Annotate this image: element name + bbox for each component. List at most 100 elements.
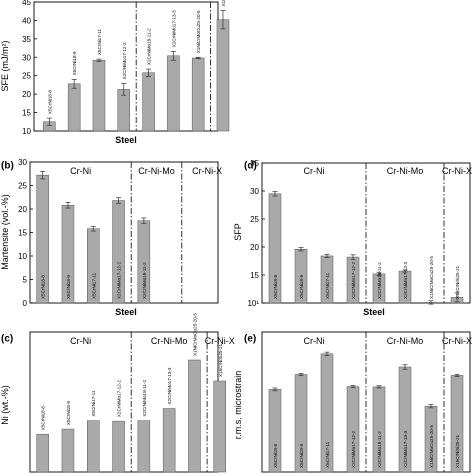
chart-panel-b: 0 5 10 15 20 25 30 Cr-Ni Cr-Ni-Mo Cr-Ni-X X5CrNi18… (0, 158, 222, 317)
category-label: X5CrNi18-8 (41, 406, 46, 430)
category-label: X2CrNiMo17-13-3 (403, 431, 408, 468)
category-label: X1NiCrMoCu25-20-5 (192, 313, 197, 356)
y-tick-label: 35 (250, 159, 259, 168)
panel-label: (b) (1, 160, 14, 171)
group-label: Cr-Ni (70, 166, 91, 176)
category-label: X2CrNiMo17-12-2 (117, 380, 122, 417)
category-label: X5CrNi18-9 (72, 51, 77, 75)
bar (191, 57, 205, 132)
bar (167, 55, 180, 132)
bar (162, 408, 176, 473)
bar (188, 359, 201, 473)
category-label: X5CrNi17-11 (91, 390, 96, 417)
category-label: X5CrNi18-8 (273, 444, 278, 468)
y-tick-label: 10 (22, 127, 31, 136)
bar (61, 428, 75, 473)
y-tick-label: 10¹ (247, 299, 259, 308)
category-label: X5CrNi18-9 (299, 275, 304, 299)
panel-label: (c) (1, 333, 13, 344)
category-label: X5CrNi17-11 (91, 272, 96, 299)
group-label: Cr-Ni-Mo (138, 166, 175, 176)
y-tick-label: 45 (22, 0, 31, 7)
group-label: Cr-Ni-X (442, 166, 472, 176)
panel-label: (e) (244, 333, 256, 344)
y-tick-label: 30 (18, 158, 27, 167)
category-label: X2CrNiMo17-12-2 (117, 262, 122, 299)
category-label: X2CrNiMo17-13-3 (171, 10, 176, 47)
group-label: Cr-Ni-X (205, 336, 235, 346)
group-label: Cr-Ni (304, 166, 325, 176)
bar (142, 72, 155, 132)
y-tick-label: 15 (22, 109, 31, 118)
category-label: X5CrNi17-11 (325, 272, 330, 299)
y-axis-title: Martensite (vol.-%) (0, 194, 10, 270)
y-tick-label: 10 (18, 252, 27, 261)
x-axis-title: Steel (115, 307, 137, 317)
y-tick-label: 20 (18, 205, 27, 214)
group-label: Cr-Ni-Mo (387, 336, 424, 346)
group-label: Cr-Ni-X (442, 336, 472, 346)
y-axis-title: r.m.s. microstrain (233, 371, 243, 440)
panel-label: (d) (244, 160, 257, 171)
bar (92, 59, 106, 132)
y-tick-label: 40 (22, 16, 31, 25)
y-tick-label: 25 (22, 72, 31, 81)
category-label: X1NiCrMoCu25-20-5 (196, 10, 201, 53)
y-axis-title: Ni (wt.-%) (0, 385, 10, 425)
y-tick-label: 0 (23, 299, 28, 308)
category-label: X15CrNiSi25-21 (455, 434, 460, 468)
bar (36, 433, 49, 473)
category-label: X15CrNiSi25-21 (221, 0, 226, 6)
bar (67, 83, 81, 132)
category-label: X2CrNiMo17-12-2 (122, 42, 127, 79)
y-tick-label: 20 (250, 243, 259, 252)
y-tick-label: 35 (22, 35, 31, 44)
category-label: X5CrNi18-9 (299, 444, 304, 468)
category-label: X2CrNiMo17-12-2 (351, 431, 356, 468)
group-label: Cr-Ni-X (192, 166, 222, 176)
chart-panel-a: 10 15 20 25 30 35 40 45 X5CrNi18-8 X5CrNi18-9 X5Cr… (0, 0, 230, 145)
y-axis-title: SFE (mJ/m²) (0, 41, 10, 92)
x-axis-title: Steel (363, 307, 385, 317)
y-axis-title: SFP (233, 223, 243, 241)
category-label: X2CrNiMo17-13-3 (403, 262, 408, 299)
y-tick-label: 25 (250, 215, 259, 224)
group-label: Cr-Ni-Mo (151, 336, 188, 346)
chart-panel-e: Cr-Ni Cr-Ni-Mo Cr-Ni-X X5CrNi18-8 X5CrNi18-9… (233, 331, 472, 473)
category-label: X2CrNiMo18-11-2 (142, 380, 147, 417)
category-label: X1NiCrMoCu25-20-5 (429, 256, 434, 299)
category-label: X5CrNi18-9 (66, 275, 71, 299)
y-tick-label: 15 (18, 229, 27, 238)
y-tick-label: 30 (250, 187, 259, 196)
y-tick-label: 15 (250, 271, 259, 280)
category-label: X5CrNi18-8 (47, 90, 52, 114)
category-label: X5CrNi17-11 (325, 441, 330, 468)
category-label: X15CrNiSi25-21 (455, 265, 460, 299)
category-label: X5CrNi18-9 (66, 401, 71, 425)
category-label: X2CrNiMo17-13-3 (167, 367, 172, 404)
category-label: X2CrNiMo18-11-2 (142, 262, 147, 299)
category-label: X1NiCrMoCu25-20-5 (429, 425, 434, 468)
category-label: X2CrNiMo18-11-2 (377, 262, 382, 299)
category-label: X5CrNi18-8 (273, 275, 278, 299)
bar (117, 89, 131, 132)
category-label: X2CrNiMo18-11-2 (147, 28, 152, 65)
x-axis-title: Steel (115, 135, 137, 145)
group-label: Cr-Ni-Mo (387, 166, 424, 176)
y-tick-label: 5 (23, 276, 28, 285)
category-label: X15CrNiSi25-21 (218, 343, 223, 377)
bar (112, 420, 125, 473)
group-label: Cr-Ni (70, 336, 91, 346)
group-label: Cr-Ni (304, 336, 325, 346)
bar (216, 19, 230, 132)
category-label: X2CrNiMo17-12-2 (351, 262, 356, 299)
bar (137, 420, 151, 473)
chart-panel-d: 10¹ 15 20 25 30 35 Cr-Ni Cr-Ni-Mo Cr-Ni-X X5CrNi1… (233, 159, 472, 317)
category-label: X5CrNi17-11 (97, 28, 102, 55)
y-tick-label: 25 (18, 182, 27, 191)
bar (87, 420, 100, 473)
category-label: X2CrNiMo18-11-2 (377, 431, 382, 468)
category-label: X5CrNi18-8 (41, 275, 46, 299)
bar (213, 380, 226, 473)
